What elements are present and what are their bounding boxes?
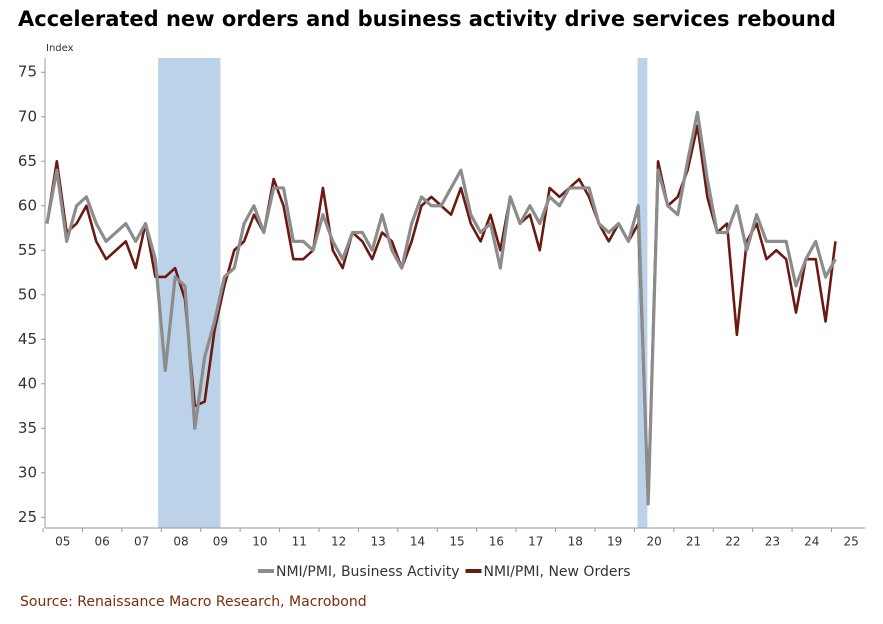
x-tick-label: 11 <box>292 535 307 549</box>
y-tick-label: 75 <box>18 63 37 81</box>
x-tick-label: 05 <box>55 535 70 549</box>
y-tick-label: 50 <box>18 285 37 303</box>
y-tick-label: 25 <box>18 508 37 526</box>
y-tick-label: 55 <box>18 241 37 259</box>
x-tick-label: 15 <box>449 535 464 549</box>
x-tick-label: 25 <box>844 535 859 549</box>
x-tick-label: 16 <box>489 535 504 549</box>
x-tick-label: 08 <box>173 535 188 549</box>
series-line <box>45 110 837 506</box>
x-tick-label: 17 <box>528 535 543 549</box>
x-tick-label: 10 <box>252 535 267 549</box>
x-tick-label: 13 <box>370 535 385 549</box>
x-tick-label: 24 <box>804 535 819 549</box>
x-tick-label: 07 <box>134 535 149 549</box>
y-tick-label: 45 <box>18 330 37 348</box>
x-tick-label: 20 <box>646 535 661 549</box>
x-tick-label: 12 <box>331 535 346 549</box>
x-tick-label: 18 <box>568 535 583 549</box>
source-note: Source: Renaissance Macro Research, Macr… <box>20 594 367 610</box>
y-tick-label: 30 <box>18 463 37 481</box>
recession-band <box>158 58 221 528</box>
x-tick-label: 14 <box>410 535 425 549</box>
x-tick-label: 06 <box>95 535 110 549</box>
x-tick-label: 19 <box>607 535 622 549</box>
y-tick-label: 40 <box>18 374 37 392</box>
y-tick-label: 65 <box>18 152 37 170</box>
y-tick-label: 70 <box>18 107 37 125</box>
x-tick-label: 09 <box>213 535 228 549</box>
legend-label: NMI/PMI, Business Activity <box>276 564 460 580</box>
legend-label: NMI/PMI, New Orders <box>484 564 631 580</box>
y-axis-label: Index <box>46 43 74 54</box>
y-tick-label: 60 <box>18 196 37 214</box>
y-tick-label: 35 <box>18 419 37 437</box>
x-tick-label: 22 <box>725 535 740 549</box>
chart-title: Accelerated new orders and business acti… <box>18 7 836 31</box>
x-tick-label: 21 <box>686 535 701 549</box>
x-tick-label: 23 <box>765 535 780 549</box>
